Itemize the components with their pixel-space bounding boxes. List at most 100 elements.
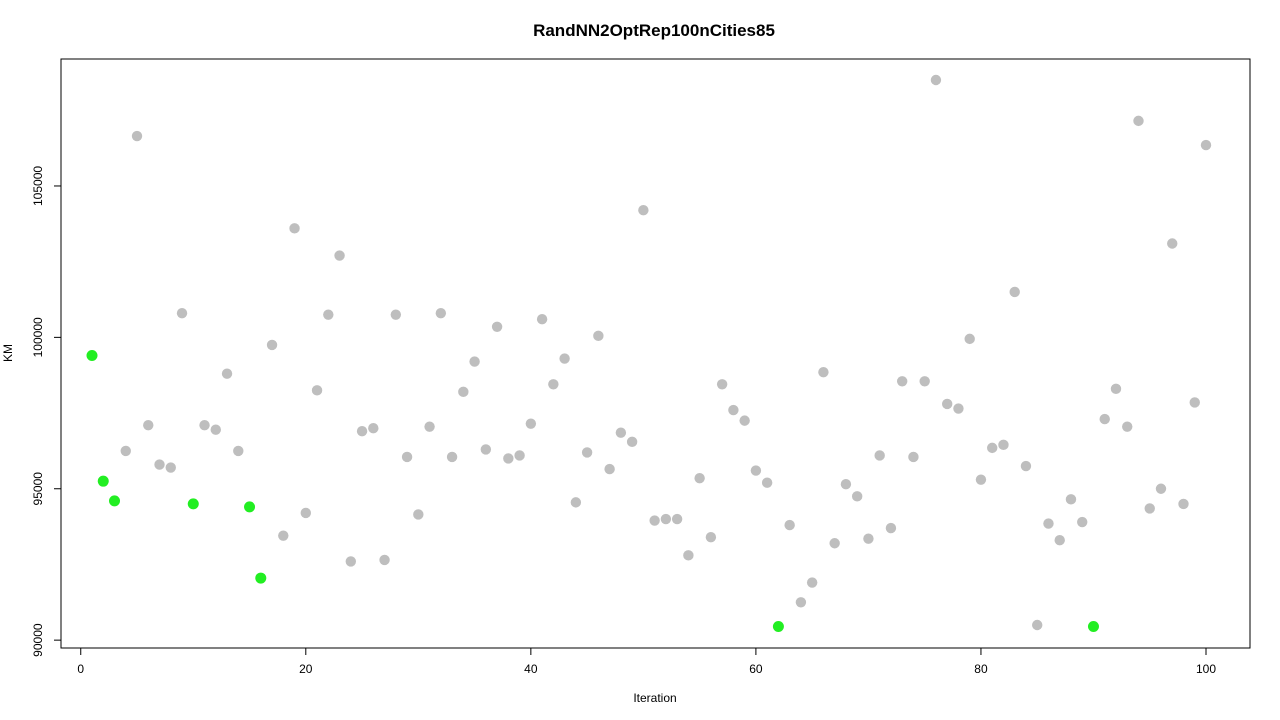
- data-point: [615, 427, 627, 438]
- data-point: [840, 479, 852, 490]
- x-axis: 0 20 40 60 80 100: [77, 647, 1216, 676]
- data-point: [1178, 498, 1189, 510]
- data-point: [1144, 503, 1155, 514]
- data-point: [604, 463, 615, 475]
- data-point: [266, 339, 278, 351]
- data-point: [1020, 460, 1032, 472]
- data-point: [761, 477, 773, 488]
- data-point: [424, 421, 435, 432]
- data-point: [829, 538, 840, 549]
- data-point: [559, 353, 570, 364]
- plot-frame: [60, 58, 1251, 649]
- data-point-highlighted: [109, 495, 121, 507]
- data-point: [131, 130, 143, 142]
- y-tick-label: 90000: [31, 623, 45, 657]
- data-point: [570, 497, 582, 508]
- data-point: [1167, 238, 1178, 249]
- data-point-highlighted: [97, 475, 109, 487]
- data-point: [289, 223, 300, 234]
- data-point: [323, 309, 334, 320]
- data-point-highlighted: [255, 572, 267, 584]
- data-point: [694, 472, 705, 484]
- x-tick-label: 80: [974, 662, 988, 676]
- data-point: [210, 424, 221, 435]
- data-point: [390, 309, 402, 320]
- data-point: [356, 426, 368, 437]
- y-axis-label: KM: [1, 344, 15, 362]
- data-point: [503, 453, 514, 464]
- data-point: [638, 204, 649, 216]
- x-tick-label: 60: [749, 662, 763, 676]
- data-point: [818, 366, 829, 378]
- data-point: [1155, 483, 1167, 494]
- y-axis: 90000 95000 100000 105000: [31, 166, 62, 657]
- data-point: [1065, 494, 1077, 505]
- data-point: [649, 515, 660, 526]
- data-point: [716, 379, 728, 390]
- data-point: [1133, 115, 1144, 127]
- data-point: [660, 513, 672, 525]
- data-point: [998, 439, 1009, 451]
- data-point: [1009, 286, 1020, 298]
- y-tick-label: 105000: [31, 166, 45, 206]
- data-point: [1077, 516, 1088, 528]
- data-point: [874, 450, 885, 461]
- data-point: [581, 447, 593, 458]
- data-point: [750, 465, 762, 476]
- x-axis-label: Iteration: [633, 691, 676, 705]
- data-point: [896, 376, 908, 387]
- data-point: [480, 444, 492, 455]
- data-point: [1110, 383, 1122, 395]
- data-point: [728, 404, 739, 416]
- data-point: [806, 577, 818, 588]
- data-point: [435, 307, 447, 319]
- x-tick-label: 100: [1196, 662, 1216, 676]
- data-point: [964, 333, 975, 345]
- data-point: [671, 513, 683, 525]
- data-point-highlighted: [244, 501, 256, 513]
- data-point: [1032, 619, 1043, 631]
- data-point: [154, 459, 165, 470]
- data-point: [525, 418, 537, 429]
- data-point: [368, 422, 379, 434]
- data-point: [379, 554, 390, 566]
- data-point: [300, 507, 311, 519]
- data-point: [987, 442, 998, 454]
- data-point: [233, 445, 244, 457]
- data-point: [120, 445, 131, 457]
- data-point: [930, 74, 942, 86]
- data-point-highlighted: [772, 621, 784, 633]
- data-point: [278, 530, 289, 541]
- data-point: [1200, 139, 1212, 151]
- x-tick-label: 40: [524, 662, 538, 676]
- data-point: [345, 556, 357, 567]
- data-point: [199, 419, 210, 431]
- data-point-highlighted: [1087, 621, 1099, 633]
- data-point: [975, 474, 987, 485]
- data-point: [1122, 421, 1133, 432]
- data-point: [1099, 413, 1110, 425]
- data-point: [885, 522, 897, 534]
- data-point: [795, 597, 807, 608]
- data-point: [908, 451, 919, 463]
- data-point: [863, 533, 874, 544]
- data-point: [548, 379, 559, 390]
- data-point: [705, 531, 717, 543]
- data-point: [919, 376, 930, 387]
- data-point: [413, 509, 424, 520]
- y-tick-label: 95000: [31, 472, 45, 506]
- data-point: [851, 491, 863, 502]
- data-point: [739, 415, 750, 426]
- x-tick-label: 20: [299, 662, 313, 676]
- data-points: [86, 74, 1212, 633]
- x-tick-label: 0: [77, 662, 84, 676]
- data-point: [1189, 397, 1200, 408]
- chart-title: RandNN2OptRep100nCities85: [533, 21, 775, 40]
- data-point: [514, 450, 525, 461]
- data-point: [311, 385, 323, 396]
- data-point: [683, 550, 694, 561]
- data-point: [458, 386, 469, 398]
- data-point: [401, 451, 413, 463]
- data-point: [334, 250, 345, 261]
